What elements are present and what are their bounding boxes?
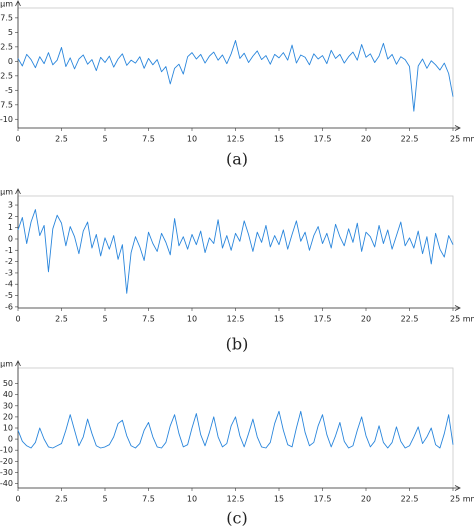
- y-tick-label: 3: [8, 201, 13, 210]
- y-tick-label: 7.5: [0, 13, 13, 22]
- x-tick-label: 22.5: [401, 315, 419, 324]
- x-tick-label: 12.5: [227, 315, 245, 324]
- x-tick-label: 5: [102, 315, 107, 324]
- x-tick-label: 10: [187, 135, 197, 144]
- y-tick-label: -10: [0, 115, 13, 124]
- x-tick-label: 2.5: [55, 495, 68, 504]
- y-tick-label: 30: [3, 401, 13, 410]
- plot-frame: [17, 195, 454, 309]
- x-tick-label: 17.5: [314, 135, 332, 144]
- x-tick-label: 15: [274, 135, 284, 144]
- x-tick-label: 0: [15, 135, 20, 144]
- y-tick-label: 1: [8, 223, 13, 232]
- y-axis-label: μm: [0, 0, 13, 9]
- x-axis-arrow: [454, 125, 461, 131]
- caption: (a): [226, 150, 248, 169]
- y-tick-label: 0: [8, 234, 13, 243]
- y-tick-label: -5: [5, 86, 13, 95]
- x-tick-label: 12.5: [227, 495, 245, 504]
- y-tick-label: 50: [3, 379, 13, 388]
- plot-frame: [17, 367, 454, 489]
- profile-line: [17, 40, 454, 112]
- y-tick-label: 0: [8, 57, 13, 66]
- y-axis-arrow: [15, 0, 21, 7]
- x-tick-label: 7.5: [142, 495, 155, 504]
- x-tick-label: 25 mm: [450, 135, 474, 144]
- x-tick-label: 22.5: [401, 495, 419, 504]
- x-tick-label: 7.5: [142, 135, 155, 144]
- y-axis-label: μm: [0, 188, 13, 197]
- y-tick-label: 20: [3, 412, 13, 421]
- x-tick-label: 10: [187, 495, 197, 504]
- profile-line: [17, 209, 454, 294]
- y-tick-label: 0: [8, 435, 13, 444]
- x-tick-label: 20: [361, 135, 371, 144]
- y-tick-label: -20: [0, 457, 13, 466]
- x-tick-label: 20: [361, 495, 371, 504]
- y-tick-label: -40: [0, 479, 13, 488]
- y-tick-label: 10: [3, 424, 13, 433]
- x-tick-label: 25 mm: [450, 315, 474, 324]
- x-tick-label: 17.5: [314, 315, 332, 324]
- y-tick-label: -30: [0, 468, 13, 477]
- caption: (c): [226, 509, 247, 528]
- x-tick-label: 0: [15, 495, 20, 504]
- x-axis-arrow: [454, 485, 461, 491]
- x-tick-label: 5: [102, 135, 107, 144]
- caption: (b): [226, 335, 249, 354]
- x-tick-label: 10: [187, 315, 197, 324]
- y-tick-label: 5: [8, 28, 13, 37]
- y-axis-arrow: [15, 360, 21, 367]
- x-axis-arrow: [454, 305, 461, 311]
- x-tick-label: 2.5: [55, 135, 68, 144]
- x-tick-label: 5: [102, 495, 107, 504]
- y-tick-label: -3: [5, 268, 13, 277]
- x-tick-label: 2.5: [55, 315, 68, 324]
- y-axis-label: μm: [0, 360, 13, 369]
- y-tick-label: -5: [5, 291, 13, 300]
- y-tick-label: 2.5: [0, 42, 13, 51]
- y-tick-label: -2.5: [0, 71, 13, 80]
- x-tick-label: 15: [274, 315, 284, 324]
- x-tick-label: 7.5: [142, 315, 155, 324]
- y-tick-label: 2: [8, 212, 13, 221]
- x-tick-label: 15: [274, 495, 284, 504]
- x-tick-label: 25 mm: [450, 495, 474, 504]
- y-tick-label: -2: [5, 257, 13, 266]
- x-tick-label: 17.5: [314, 495, 332, 504]
- y-axis-arrow: [15, 188, 21, 195]
- y-tick-label: -4: [5, 280, 13, 289]
- y-tick-label: -7.5: [0, 100, 13, 109]
- x-tick-label: 12.5: [227, 135, 245, 144]
- y-tick-label: -6: [5, 302, 13, 311]
- y-tick-label: -1: [5, 246, 13, 255]
- y-tick-label: -10: [0, 446, 13, 455]
- profile-line: [17, 410, 454, 449]
- y-tick-label: 40: [3, 390, 13, 399]
- x-tick-label: 0: [15, 315, 20, 324]
- x-tick-label: 20: [361, 315, 371, 324]
- plot-frame: [17, 7, 454, 129]
- x-tick-label: 22.5: [401, 135, 419, 144]
